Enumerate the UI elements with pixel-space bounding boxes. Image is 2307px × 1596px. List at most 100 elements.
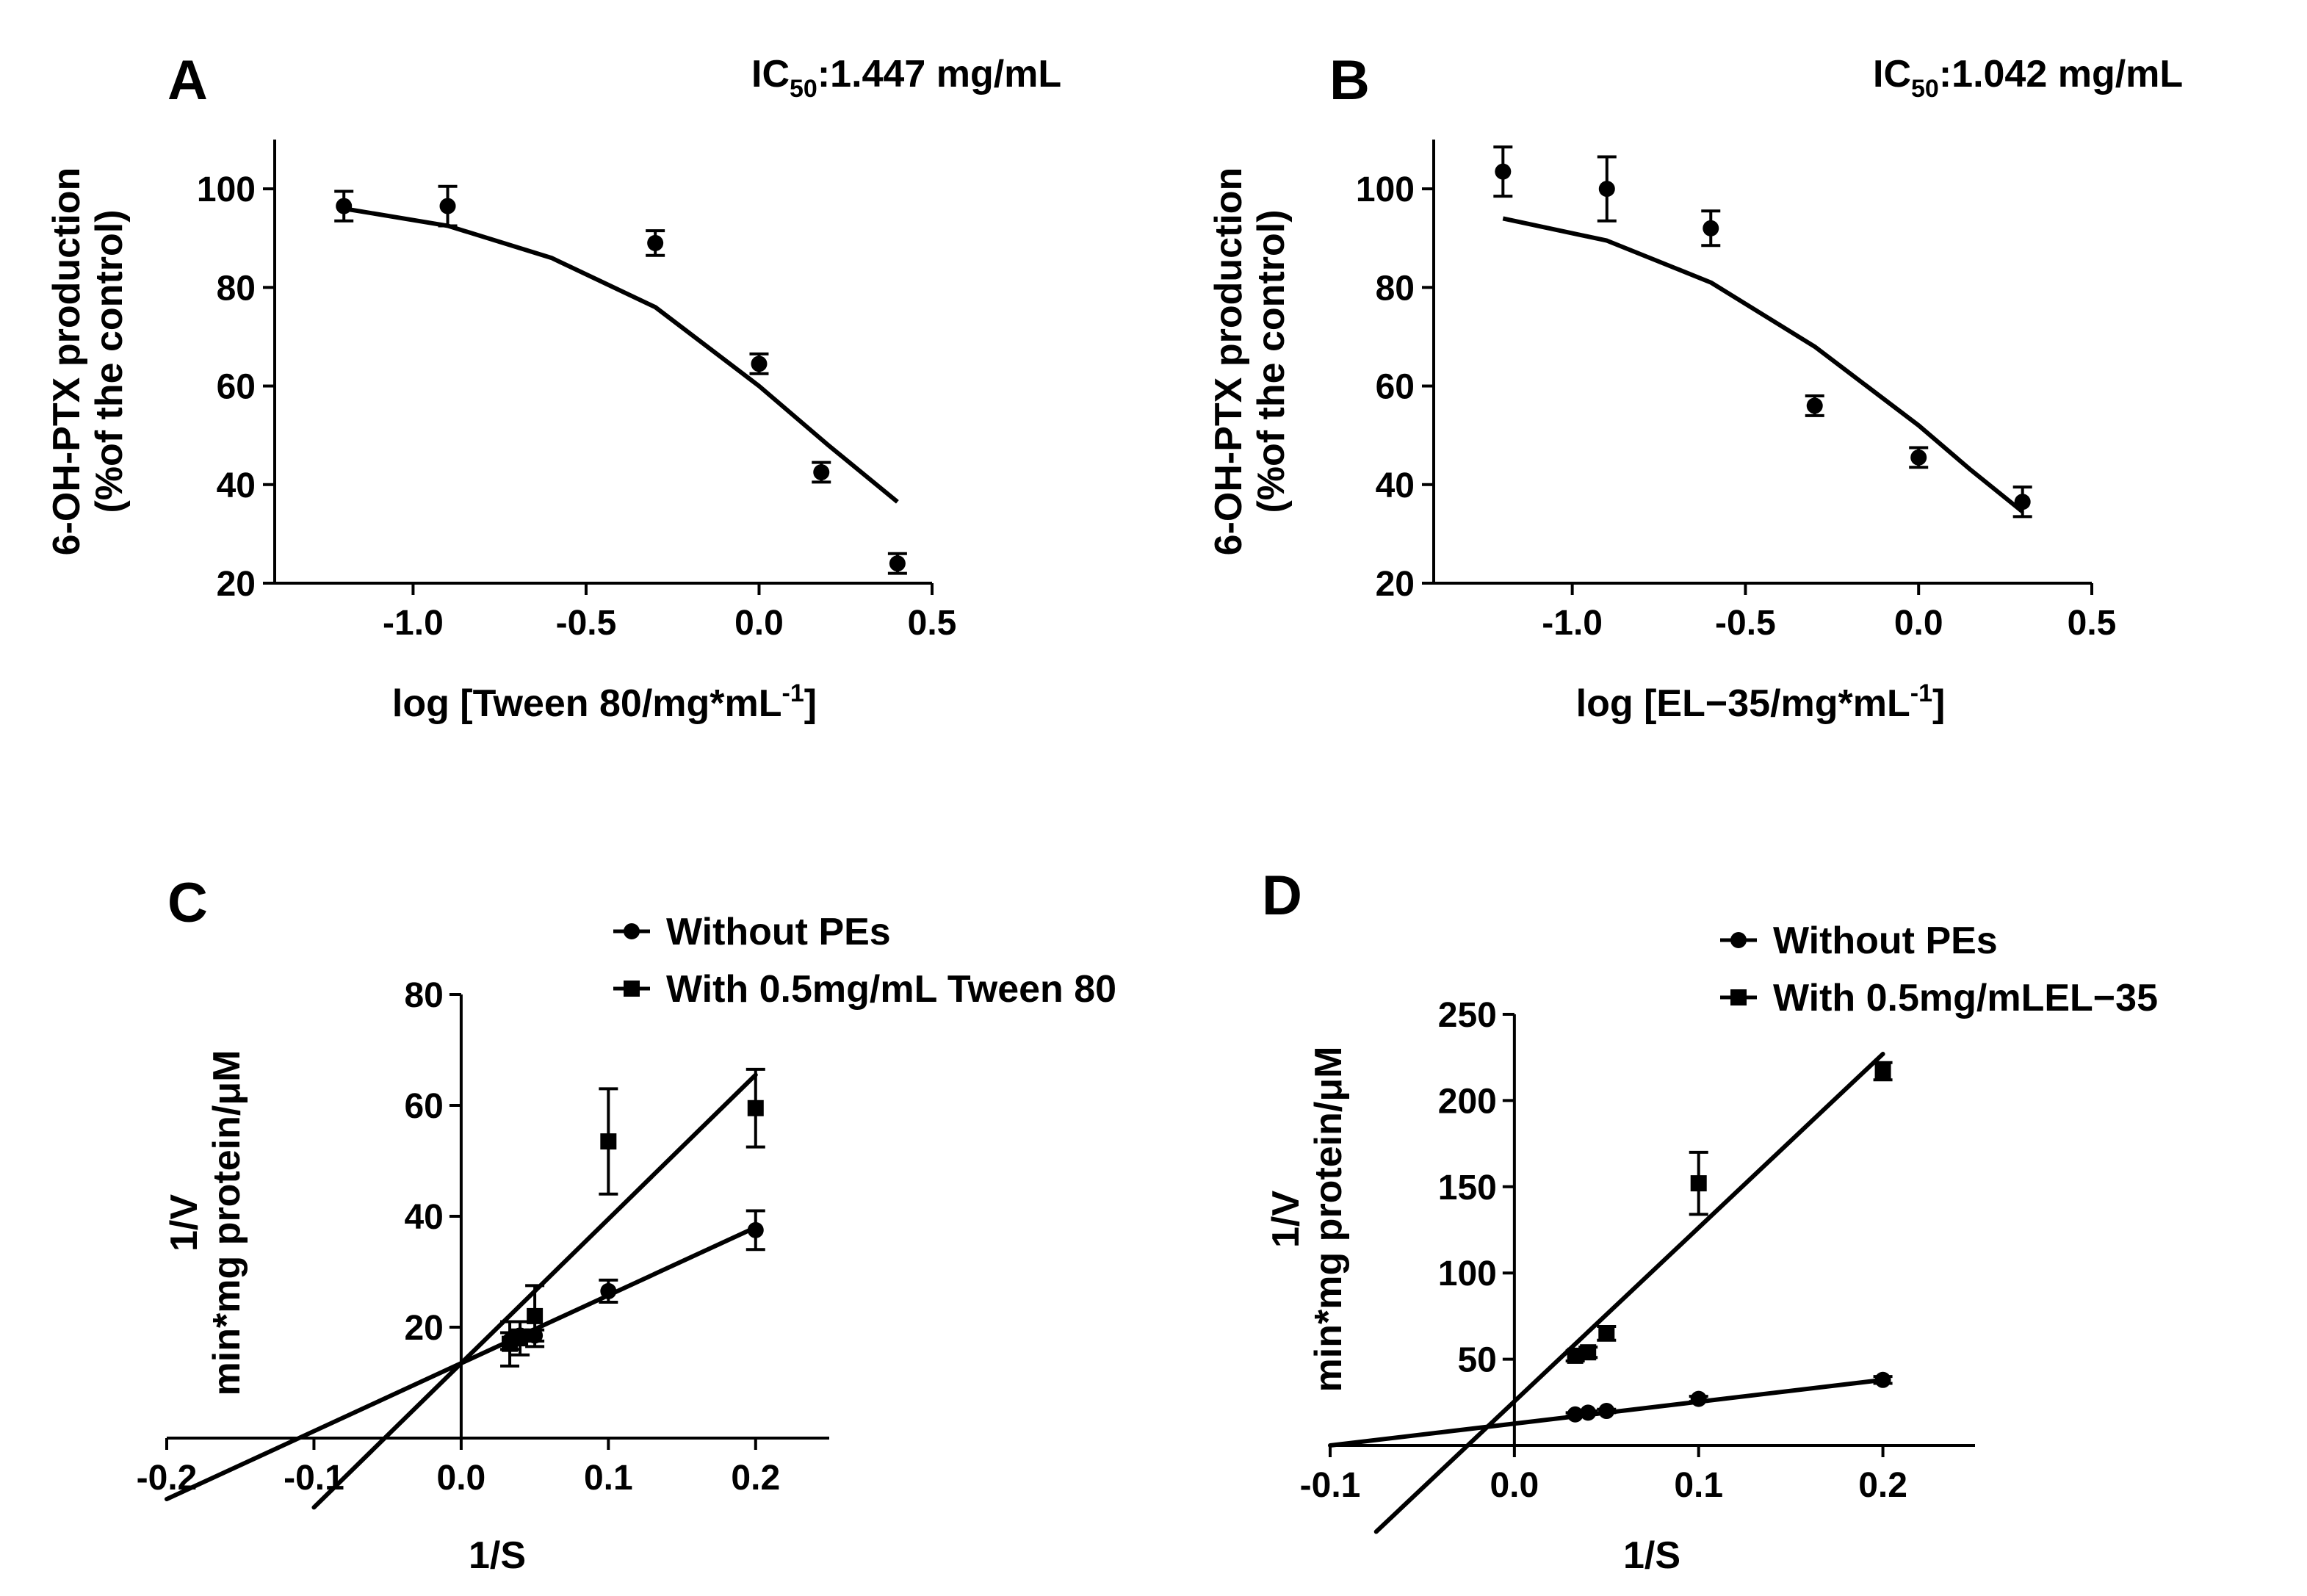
y-tick-label: 60 xyxy=(217,368,256,407)
y-tick-label: 20 xyxy=(404,1309,443,1348)
data-point xyxy=(1598,1403,1615,1420)
data-point xyxy=(1874,1063,1891,1080)
data-point xyxy=(1703,220,1719,236)
data-point xyxy=(813,464,830,480)
x-tick-label: -0.5 xyxy=(556,604,617,643)
y-tick-label: 20 xyxy=(1376,565,1415,604)
data-point xyxy=(1874,1371,1891,1388)
panel-d: D 50 100 150 200 250 -0.1 0.0 0.1 0.2 1/S 1/Vmin*mg… xyxy=(1262,864,2158,1577)
y-axis-label: 1/Vmin*mg protein/μM xyxy=(163,1050,248,1396)
regression-line xyxy=(1373,1052,1885,1534)
y-tick-label: 100 xyxy=(1438,1254,1497,1293)
data-point xyxy=(1598,181,1615,198)
ic50-value: :1.447 mg/mL xyxy=(817,53,1061,95)
legend-marker xyxy=(1730,989,1747,1005)
data-point xyxy=(600,1133,617,1150)
y-tick-label: 200 xyxy=(1438,1082,1497,1121)
x-axis-label-tail: ] xyxy=(804,682,817,725)
y-axis-label-line: 6-OH-PTX production xyxy=(46,167,88,556)
data-point xyxy=(1580,1404,1597,1421)
x-tick-label: 0.0 xyxy=(437,1459,486,1498)
x-axis-label-superscript: -1 xyxy=(1910,679,1932,707)
panel-label: B xyxy=(1329,49,1370,112)
y-tick-label: 20 xyxy=(217,565,256,604)
x-tick-label: -0.2 xyxy=(137,1459,198,1498)
data-point xyxy=(747,1221,764,1238)
x-tick-label: 0.2 xyxy=(731,1459,780,1498)
legend-marker xyxy=(1730,932,1747,948)
y-tick-label: 250 xyxy=(1438,996,1497,1035)
y-axis-label-line: (%of the control) xyxy=(1250,209,1293,513)
data-point xyxy=(600,1282,617,1299)
data-point xyxy=(889,555,906,572)
x-tick-label: 0.5 xyxy=(2068,604,2117,643)
y-tick-label: 50 xyxy=(1457,1341,1496,1380)
x-axis-label-main: log [Tween 80/mg*mL xyxy=(392,682,782,725)
data-point xyxy=(647,234,664,251)
y-axis-label-line: (%of the control) xyxy=(88,209,131,513)
panel-b: B 20 40 60 80 100 -1.0 -0.5 0.0 0.5 IC50:1.042 mg/… xyxy=(1207,49,2183,725)
y-tick-label: 150 xyxy=(1438,1169,1497,1207)
y-tick-label: 40 xyxy=(217,466,256,505)
fit-curve xyxy=(343,206,899,504)
legend: Without PEs With 0.5mg/mLEL−35 xyxy=(1720,920,2158,1019)
x-tick-label: -0.5 xyxy=(1715,604,1776,643)
y-tick-label: 100 xyxy=(1356,170,1415,209)
data-point xyxy=(439,198,456,214)
ic50-prefix: IC xyxy=(751,53,790,95)
data-point xyxy=(512,1330,529,1347)
x-tick-label: -1.0 xyxy=(383,604,444,643)
x-tick-label: 0.5 xyxy=(908,604,957,643)
data-point xyxy=(1567,1347,1584,1364)
y-axis-label-line: min*mg protein/μM xyxy=(1307,1047,1350,1393)
data-point xyxy=(1910,449,1927,466)
legend-label: Without PEs xyxy=(1773,920,1998,962)
data-point xyxy=(1598,1325,1615,1342)
panel-label: C xyxy=(167,872,208,934)
x-axis-label-tail: ] xyxy=(1932,682,1945,725)
y-tick-label: 40 xyxy=(404,1198,443,1237)
y-tick-label: 80 xyxy=(404,976,443,1015)
legend-label: With 0.5mg/mL Tween 80 xyxy=(666,968,1116,1011)
panel-a: A 20 40 60 80 100 -1.0 -0.5 0.0 0.5 IC50:1.447 mg/… xyxy=(46,49,1061,725)
y-tick-label: 40 xyxy=(1376,466,1415,505)
x-tick-label: 0.0 xyxy=(734,604,784,643)
y-tick-label: 60 xyxy=(404,1087,443,1126)
ic50-annotation: IC50:1.042 mg/mL xyxy=(1873,53,2183,103)
legend: Without PEs With 0.5mg/mL Tween 80 xyxy=(613,911,1116,1011)
data-point xyxy=(1690,1175,1707,1192)
y-axis-label-line: 1/V xyxy=(1265,1191,1307,1248)
x-axis-label-main: log [EL−35/mg*mL xyxy=(1576,682,1910,725)
panel-c: C 20 40 60 80 -0.2 -0.1 0.0 0.1 0.2 1/S 1/Vmin*mg p… xyxy=(137,872,1116,1577)
y-axis-label: 1/Vmin*mg protein/μM xyxy=(1265,1047,1350,1393)
x-axis-label: log [Tween 80/mg*mL-1] xyxy=(392,679,817,725)
x-tick-label: 0.1 xyxy=(1674,1466,1723,1505)
data-point xyxy=(747,1099,764,1116)
data-point xyxy=(1580,1344,1597,1361)
x-tick-label: -1.0 xyxy=(1542,604,1603,643)
ic50-annotation: IC50:1.447 mg/mL xyxy=(751,53,1061,103)
x-tick-label: 0.1 xyxy=(584,1459,633,1498)
y-axis-label: 6-OH-PTX production(%of the control) xyxy=(46,167,131,556)
legend-marker xyxy=(624,923,640,939)
ic50-subscript: 50 xyxy=(790,75,817,103)
x-tick-label: 0.2 xyxy=(1858,1466,1907,1505)
x-axis-label: 1/S xyxy=(1623,1534,1680,1577)
x-tick-label: 0.0 xyxy=(1490,1466,1539,1505)
x-tick-label: -0.1 xyxy=(284,1459,344,1498)
data-point xyxy=(336,198,353,214)
y-axis-label: 6-OH-PTX production(%of the control) xyxy=(1207,167,1293,556)
y-tick-label: 60 xyxy=(1376,368,1415,407)
data-point xyxy=(1690,1390,1707,1407)
x-axis-label: log [EL−35/mg*mL-1] xyxy=(1576,679,1946,725)
data-point xyxy=(527,1307,544,1324)
x-axis-label-superscript: -1 xyxy=(782,679,804,707)
x-axis-label: 1/S xyxy=(469,1534,526,1577)
y-axis-label-line: min*mg protein/μM xyxy=(206,1050,248,1396)
data-point xyxy=(1806,397,1823,414)
y-tick-label: 80 xyxy=(217,269,256,308)
panel-label: D xyxy=(1262,864,1302,927)
y-axis-label-line: 6-OH-PTX production xyxy=(1207,167,1250,556)
data-point xyxy=(2014,494,2031,510)
